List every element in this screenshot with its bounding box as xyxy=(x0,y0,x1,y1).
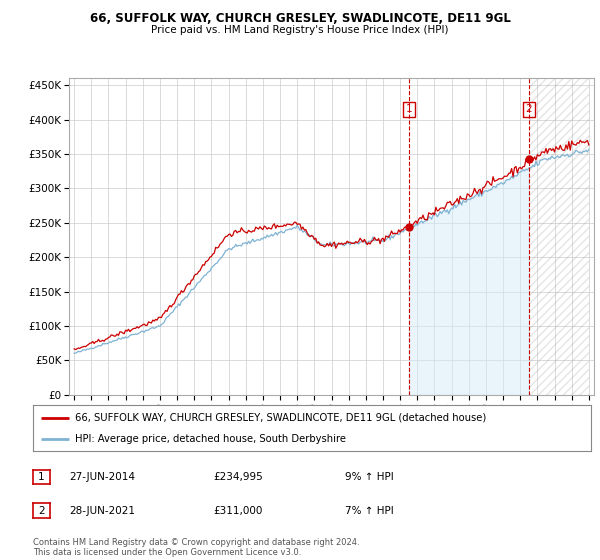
Text: Contains HM Land Registry data © Crown copyright and database right 2024.
This d: Contains HM Land Registry data © Crown c… xyxy=(33,538,359,557)
Text: 28-JUN-2021: 28-JUN-2021 xyxy=(69,506,135,516)
Text: 66, SUFFOLK WAY, CHURCH GRESLEY, SWADLINCOTE, DE11 9GL (detached house): 66, SUFFOLK WAY, CHURCH GRESLEY, SWADLIN… xyxy=(75,413,486,423)
Text: 1: 1 xyxy=(38,472,45,482)
Text: £234,995: £234,995 xyxy=(213,472,263,482)
Text: 27-JUN-2014: 27-JUN-2014 xyxy=(69,472,135,482)
Text: 1: 1 xyxy=(406,104,412,114)
Text: 2: 2 xyxy=(38,506,45,516)
Text: 7% ↑ HPI: 7% ↑ HPI xyxy=(345,506,394,516)
Text: 66, SUFFOLK WAY, CHURCH GRESLEY, SWADLINCOTE, DE11 9GL: 66, SUFFOLK WAY, CHURCH GRESLEY, SWADLIN… xyxy=(89,12,511,25)
Text: 9% ↑ HPI: 9% ↑ HPI xyxy=(345,472,394,482)
Text: 2: 2 xyxy=(526,104,532,114)
Text: £311,000: £311,000 xyxy=(213,506,262,516)
Text: Price paid vs. HM Land Registry's House Price Index (HPI): Price paid vs. HM Land Registry's House … xyxy=(151,25,449,35)
Text: HPI: Average price, detached house, South Derbyshire: HPI: Average price, detached house, Sout… xyxy=(75,435,346,444)
